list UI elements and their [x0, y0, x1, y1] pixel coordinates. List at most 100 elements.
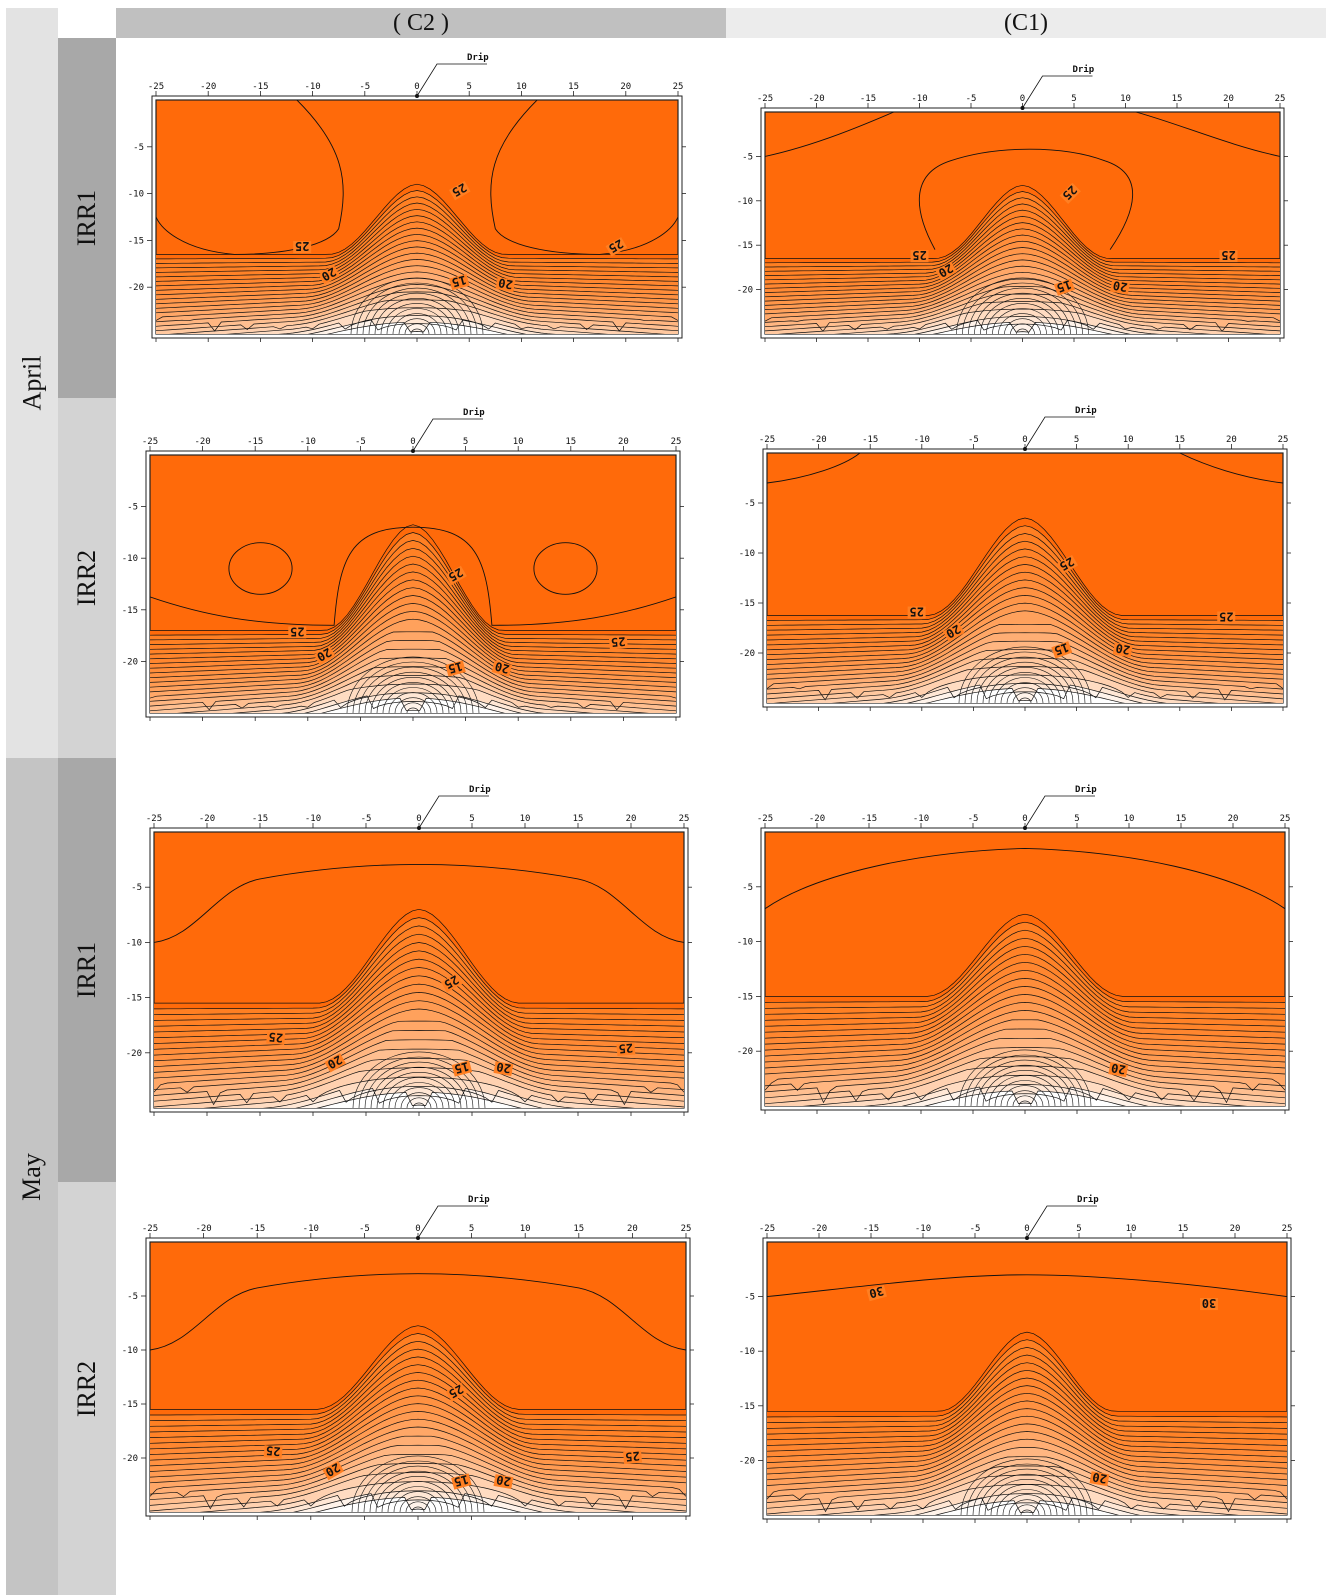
- contour-line: [225, 307, 609, 334]
- contour-line: [765, 234, 1280, 293]
- x-tick-label: 5: [1076, 1224, 1081, 1234]
- contour-line: [154, 1020, 684, 1079]
- contour-line: [767, 623, 1283, 680]
- contour-line: [765, 1010, 1285, 1069]
- contour-band: [765, 1029, 1285, 1091]
- contour-value-label: 25: [450, 180, 470, 199]
- contour-line: [777, 301, 1268, 334]
- contour-value-label: 20: [1110, 1060, 1127, 1076]
- contour-band: [765, 272, 1280, 323]
- contour-label-bg: [1112, 642, 1133, 658]
- contour-plot-svg: -25 -20 -15 -10 -5 0 5 10 15 20 25 -5 -10 -15 -20 Drip 2…: [122, 1194, 694, 1520]
- contour-label-bg: [493, 1061, 514, 1077]
- contour-line: [970, 1059, 1080, 1106]
- contour-line: [1012, 1095, 1038, 1106]
- contour-line: [767, 657, 1283, 700]
- contour-value-label: 25: [912, 248, 926, 262]
- contour-line: [998, 313, 1047, 334]
- contour-band: [150, 1403, 686, 1472]
- contour-line: [368, 292, 466, 334]
- contour-line: [154, 950, 684, 1033]
- x-tick-label: -25: [759, 1224, 775, 1234]
- contour-line: [767, 587, 1283, 660]
- y-tick-label: -15: [739, 1402, 755, 1412]
- contour-line: [156, 252, 678, 305]
- contour-line: [369, 1470, 467, 1512]
- contour-line: [765, 259, 1280, 310]
- contour-line: [352, 1051, 486, 1108]
- y-tick-label: -10: [739, 1347, 755, 1357]
- contour-value-label: 25: [268, 1030, 284, 1045]
- contour-line: [154, 1030, 684, 1093]
- contour-label-bg: [1051, 641, 1073, 659]
- x-tick-label: -25: [759, 435, 775, 445]
- y-tick-label: -15: [122, 1400, 138, 1410]
- x-tick-label: -5: [968, 814, 979, 824]
- x-tick-label: 25: [681, 1224, 692, 1234]
- contour-label-bg: [313, 645, 336, 666]
- contour-line: [767, 595, 1283, 665]
- x-tick-label: -5: [968, 435, 979, 445]
- contour-line: [154, 1058, 684, 1104]
- x-tick-label: 0: [410, 437, 415, 447]
- contour-line: [392, 313, 442, 334]
- contour-label-bg: [1110, 279, 1130, 295]
- contour-line: [767, 1385, 1287, 1452]
- contour-line: [919, 148, 1134, 250]
- contour-line: [974, 292, 1071, 334]
- contour-line: [765, 1047, 1285, 1104]
- contour-value-label: 15: [1055, 277, 1073, 295]
- contour-line: [154, 917, 684, 1010]
- contour-value-label: 25: [265, 1443, 281, 1458]
- contour-band: [154, 1021, 684, 1093]
- contour-line: [356, 282, 478, 334]
- contour-panel-april-irr2-c1: -25 -20 -15 -10 -5 0 5 10 15 20 25 -5 -10 -15 -20 Drip 2…: [735, 405, 1305, 715]
- contour-band: [765, 978, 1285, 1051]
- contour-value-label: 15: [450, 273, 468, 290]
- contour-line: [883, 683, 1167, 703]
- x-tick-label: -25: [146, 814, 162, 824]
- x-tick-label: 20: [627, 1224, 638, 1234]
- contour-line: [352, 661, 474, 713]
- contour-line: [150, 595, 676, 674]
- contour-line: [380, 303, 454, 334]
- contour-line: [150, 1348, 686, 1427]
- row-label-april-irr2: IRR2: [58, 398, 116, 758]
- contour-line: [765, 929, 1285, 1009]
- contour-label-bg: [907, 606, 926, 619]
- contour-line: [150, 532, 676, 636]
- contour-line: [767, 610, 1283, 675]
- contour-label-bg: [263, 1445, 283, 1459]
- contour-line: [767, 1274, 1287, 1298]
- contour-line: [262, 1085, 576, 1108]
- contour-line: [765, 184, 1280, 259]
- contour-line: [988, 672, 1062, 703]
- x-tick-label: -5: [966, 94, 977, 104]
- contour-line: [765, 913, 1285, 997]
- x-tick-label: -20: [811, 1224, 827, 1234]
- contour-line: [154, 863, 684, 943]
- contour-line: [906, 684, 1144, 703]
- x-tick-label: 10: [1120, 94, 1131, 104]
- contour-line: [765, 994, 1285, 1057]
- contour-line: [154, 983, 684, 1056]
- contour-band: [150, 1411, 686, 1478]
- contour-band: [916, 320, 1129, 334]
- y-tick-label: -15: [737, 241, 753, 251]
- contour-line: [150, 657, 676, 711]
- contour-band: [322, 698, 504, 713]
- contour-line: [156, 265, 678, 314]
- x-tick-label: 25: [1278, 435, 1289, 445]
- contour-line: [765, 847, 1285, 910]
- contour-line: [1010, 323, 1035, 334]
- contour-line: [765, 240, 1280, 298]
- contour-band: [765, 994, 1285, 1062]
- contour-line: [405, 1501, 431, 1512]
- contour-line: [386, 308, 448, 334]
- contour-line: [326, 321, 508, 334]
- contour-value-label: 25: [610, 634, 626, 649]
- x-tick-label: 15: [568, 82, 579, 92]
- contour-line: [968, 287, 1077, 334]
- contour-line: [765, 253, 1280, 306]
- contour-label-bg: [318, 265, 341, 285]
